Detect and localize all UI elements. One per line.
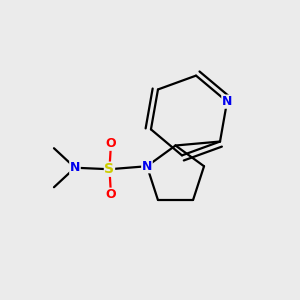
Text: O: O bbox=[106, 188, 116, 201]
Text: N: N bbox=[222, 95, 232, 108]
Text: O: O bbox=[106, 137, 116, 150]
Text: N: N bbox=[142, 160, 152, 173]
Text: N: N bbox=[70, 161, 80, 174]
Text: S: S bbox=[104, 162, 115, 176]
